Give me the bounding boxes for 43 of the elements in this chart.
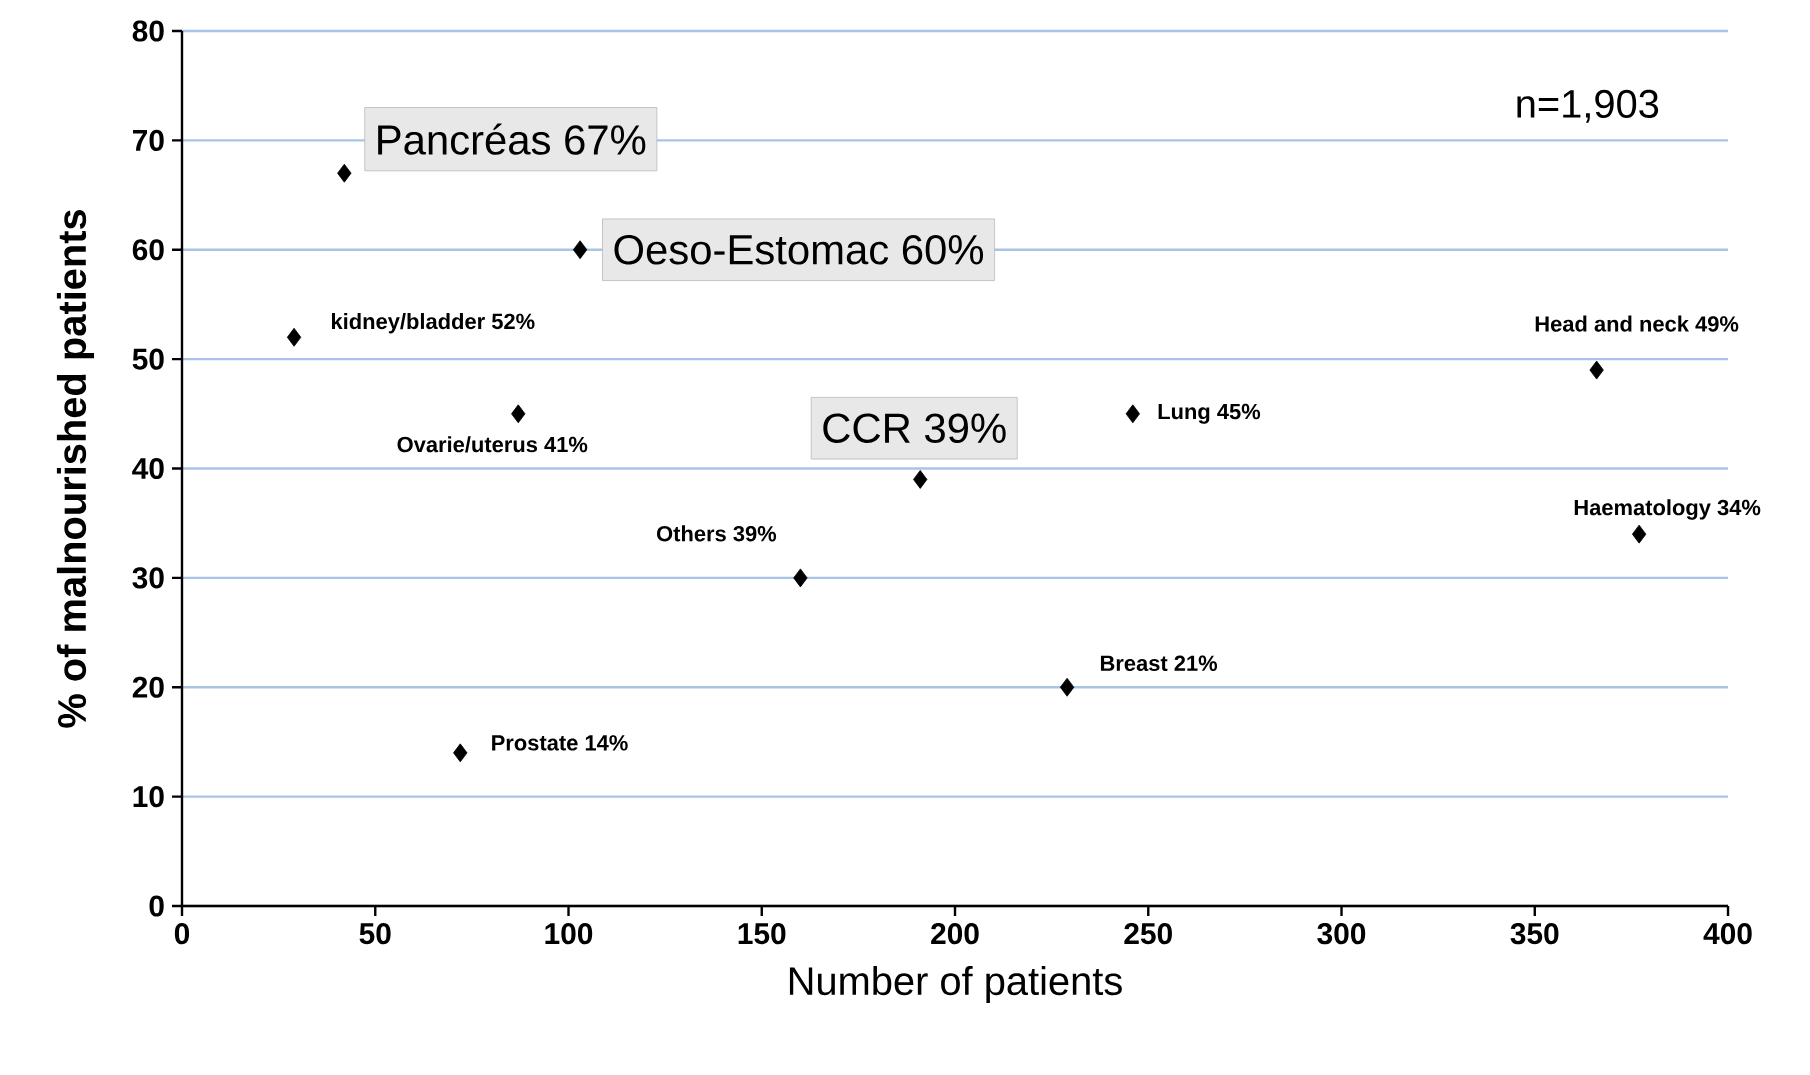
point: [913, 470, 928, 489]
y-axis-title: % of malnourished patients: [56, 209, 95, 728]
point: [1059, 677, 1075, 697]
annotation: Haematology 34%: [1574, 499, 1761, 520]
point: [511, 404, 526, 424]
annotation: Pancréas 67%: [378, 123, 646, 155]
point: [793, 568, 808, 588]
annotation: Others 39%: [657, 525, 777, 542]
point: [286, 327, 302, 347]
annotation: Lung 45%: [1158, 403, 1261, 424]
x-tick-label: 50: [359, 923, 391, 945]
point: [1589, 360, 1604, 380]
y-tick-label: 0: [149, 895, 164, 917]
x-tick-label: 250: [1124, 923, 1172, 945]
x-tick-label: 200: [931, 923, 979, 945]
annotation: kidney/bladder 52%: [332, 313, 535, 334]
y-tick-label: 30: [132, 567, 164, 589]
annotation: Prostate 14%: [492, 735, 628, 751]
point: [572, 240, 588, 260]
x-tick-label: 400: [1703, 923, 1752, 945]
y-tick-label: 10: [133, 786, 164, 808]
y-tick-label: 80: [132, 20, 164, 42]
y-tick-label: 60: [132, 239, 164, 261]
x-tick-label: 300: [1317, 923, 1366, 945]
point: [1125, 404, 1140, 424]
annotation: CCR 39%: [823, 413, 1006, 444]
x-tick-label: 350: [1510, 923, 1559, 945]
y-tick-label: 40: [132, 457, 164, 480]
annotation: n=1,903: [1517, 89, 1659, 123]
y-tick-label: 50: [132, 348, 164, 370]
annotation: Breast 21%: [1100, 655, 1218, 672]
x-tick-label: 150: [738, 923, 786, 945]
point: [453, 743, 468, 763]
annotation: Ovarie/uterus 41%: [397, 436, 588, 453]
point: [1631, 524, 1647, 544]
x-axis-title: Number of patients: [789, 965, 1122, 1004]
point: [337, 163, 352, 183]
annotation: Oeso-Estomac 60%: [614, 234, 984, 265]
y-tick-label: 70: [133, 129, 164, 151]
x-tick-label: 0: [174, 923, 190, 945]
y-tick-label: 20: [132, 676, 164, 698]
annotation: Head and neck 49%: [1535, 315, 1739, 332]
x-tick-label: 100: [545, 923, 593, 945]
